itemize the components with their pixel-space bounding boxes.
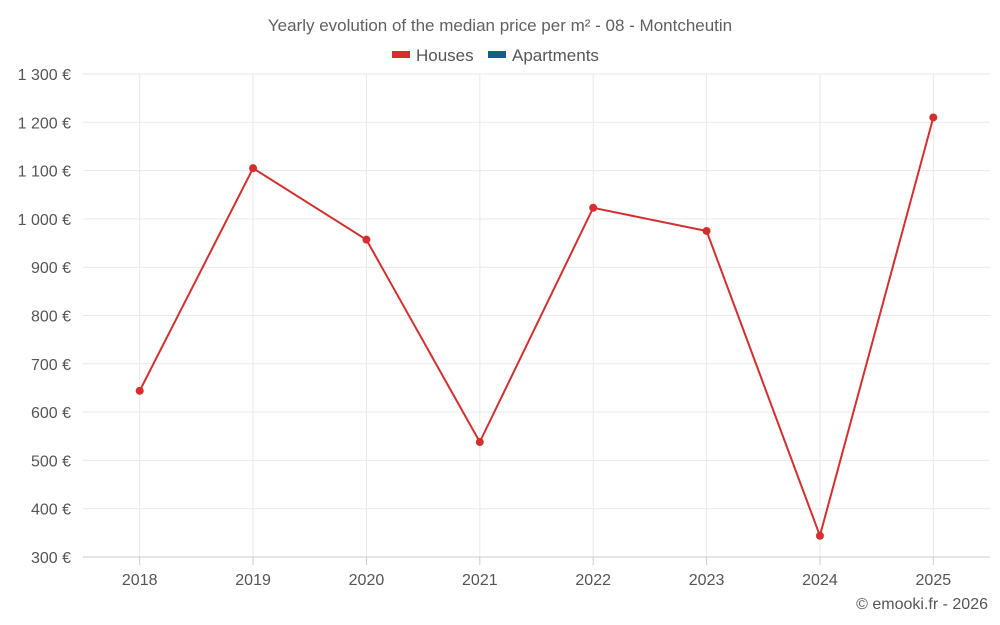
data-point[interactable] (475, 438, 484, 447)
x-axis: 2018 2019 2020 2021 2022 2023 2024 2025 (83, 556, 990, 589)
data-point[interactable] (249, 164, 258, 173)
legend-label-houses: Houses (416, 46, 474, 65)
x-tick-label: 2023 (689, 572, 725, 589)
data-point[interactable] (702, 226, 711, 235)
y-tick-label: 900 € (31, 260, 71, 277)
legend: Houses Apartments (392, 46, 599, 65)
x-tick-label: 2025 (916, 572, 952, 589)
chart-title: Yearly evolution of the median price per… (268, 16, 732, 35)
y-tick-label: 1 200 € (18, 115, 71, 132)
y-tick-label: 300 € (31, 550, 71, 567)
grid (83, 73, 990, 557)
data-point[interactable] (362, 235, 371, 244)
y-tick-label: 400 € (31, 502, 71, 519)
y-tick-label: 500 € (31, 453, 71, 470)
x-tick-label: 2021 (462, 572, 498, 589)
legend-swatch-houses (392, 51, 410, 58)
y-tick-label: 700 € (31, 357, 71, 374)
x-tick-label: 2024 (802, 572, 838, 589)
x-tick-label: 2020 (349, 572, 385, 589)
y-tick-label: 1 100 € (18, 164, 71, 181)
data-point[interactable] (929, 113, 938, 122)
series-houses (135, 113, 938, 540)
data-point[interactable] (589, 203, 598, 212)
data-point[interactable] (135, 386, 144, 395)
data-point[interactable] (815, 531, 824, 540)
x-tick-label: 2022 (575, 572, 611, 589)
y-axis: 300 € 400 € 500 € 600 € 700 € 800 € 900 € 1 000… (18, 67, 71, 567)
y-tick-label: 800 € (31, 309, 71, 326)
legend-swatch-apartments (488, 51, 506, 58)
legend-label-apartments: Apartments (512, 46, 599, 65)
x-tick-label: 2019 (235, 572, 271, 589)
legend-item-houses[interactable]: Houses (392, 46, 474, 65)
y-tick-label: 1 300 € (18, 67, 71, 84)
y-tick-label: 600 € (31, 405, 71, 422)
credit-text: © emooki.fr - 2026 (856, 596, 988, 613)
legend-item-apartments[interactable]: Apartments (488, 46, 599, 65)
y-tick-label: 1 000 € (18, 212, 71, 229)
series-line-houses (138, 117, 935, 537)
x-tick-label: 2018 (122, 572, 158, 589)
